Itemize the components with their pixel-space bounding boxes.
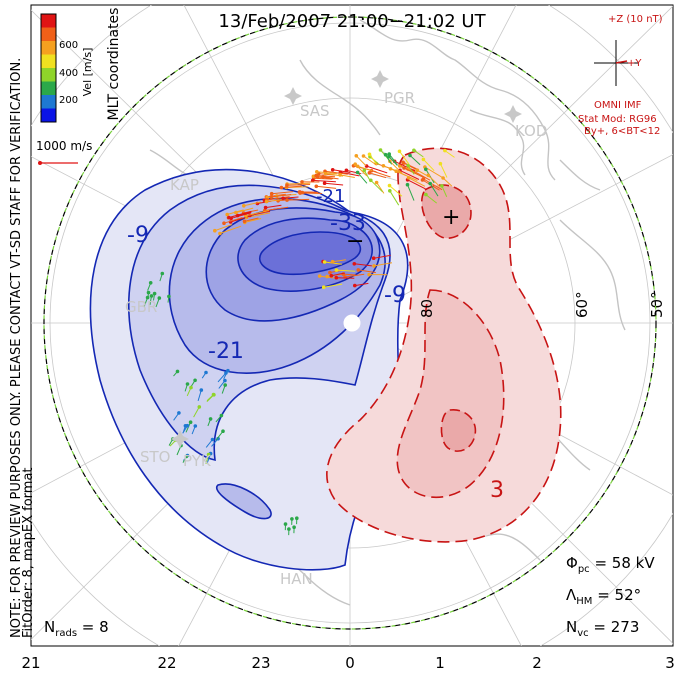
stat-nvc-symbol: N (566, 618, 577, 636)
coord-label: MLT coordinates (106, 8, 122, 121)
colorbar-tick-600: 600 (59, 40, 78, 51)
mlt-tick-21: 21 (21, 654, 40, 672)
vector-line (336, 278, 354, 279)
stat-lambda-equals: = (592, 586, 614, 604)
neg-label-5: -9 (384, 283, 406, 308)
stat-phi-symbol: Φ (566, 554, 578, 572)
colorbar-label: Vel [m/s] (81, 48, 94, 97)
stat-n-rads: Nrads = 8 (44, 618, 109, 639)
stat-nvc-value: 273 (611, 618, 640, 636)
station-sas: SAS (300, 102, 330, 120)
colorbar-tick-400: 400 (59, 68, 78, 79)
pole-marker (344, 315, 360, 331)
stat-n-vc: Nvc = 273 (566, 618, 639, 639)
mlt-axis: 21 22 23 0 1 2 3 (21, 654, 674, 672)
stat-lambda-value: 52° (615, 586, 642, 604)
colorbar-segment (41, 14, 56, 28)
imf-model: Stat Mod: RG96 (578, 114, 657, 125)
colorbar-ticks: 600 400 200 (59, 40, 78, 106)
stat-nrads-symbol: N (44, 618, 55, 636)
mlt-tick-2: 2 (532, 654, 542, 672)
stat-phi-subscript: pc (578, 564, 590, 575)
mlt-tick-3: 3 (665, 654, 675, 672)
mlt-tick-22: 22 (157, 654, 176, 672)
lat-label-60: 60° (573, 291, 591, 318)
station-sto: STO (140, 448, 171, 466)
neg-label-1: -9 (127, 223, 149, 248)
colorbar-segment (41, 28, 56, 42)
colorbar-segment (41, 109, 56, 123)
mlt-tick-0: 0 (345, 654, 355, 672)
vector-line (287, 199, 309, 200)
stat-nrads-value: 8 (99, 618, 109, 636)
station-pgr: PGR (384, 89, 415, 107)
velocity-colorbar (41, 14, 56, 123)
neg-min-marker: − (346, 229, 364, 254)
station-pyk: PYK (183, 452, 212, 470)
colorbar-segment (41, 68, 56, 82)
neg-label-4: -21 (316, 186, 345, 207)
stat-nrads-subscript: rads (55, 628, 77, 639)
station-kod: KOD (515, 122, 547, 140)
station-gbr: GBR (125, 298, 157, 316)
colorbar-segment (41, 95, 56, 109)
colorbar-segment (41, 82, 56, 96)
mlt-tick-1: 1 (435, 654, 445, 672)
lat-label-50: 50° (648, 291, 666, 318)
pos-max-marker: + (442, 205, 460, 230)
side-note-fitorder: FitOrder: 8, mapEX format (21, 467, 36, 638)
imf-y-label: +Y (627, 58, 642, 69)
pos-label-3: 3 (490, 478, 504, 503)
stat-phi-equals: = (590, 554, 612, 572)
mlt-tick-23: 23 (251, 654, 270, 672)
stat-phi-value: 58 kV (612, 554, 656, 572)
stat-nvc-equals: = (589, 618, 611, 636)
station-kap: KAP (170, 176, 199, 194)
scale-vector-label: 1000 m/s (36, 139, 92, 153)
stat-nrads-equals: = (77, 618, 99, 636)
map-title: 13/Feb/2007 21:00−21:02 UT (218, 11, 486, 32)
imf-source: OMNI IMF (594, 100, 642, 111)
lat-label-80: 80 (418, 299, 436, 318)
scale-vector-origin (38, 161, 42, 165)
neg-label-2: -21 (208, 339, 244, 364)
imf-condition: By+, 6<BT<12 (584, 126, 660, 137)
stat-nvc-subscript: vc (577, 628, 588, 639)
colorbar-segment (41, 55, 56, 69)
colorbar-tick-200: 200 (59, 95, 78, 106)
station-han: HAN (280, 570, 313, 588)
imf-z-label: +Z (10 nT) (608, 14, 663, 25)
stat-lambda-subscript: HM (576, 596, 592, 607)
colorbar-segment (41, 41, 56, 55)
